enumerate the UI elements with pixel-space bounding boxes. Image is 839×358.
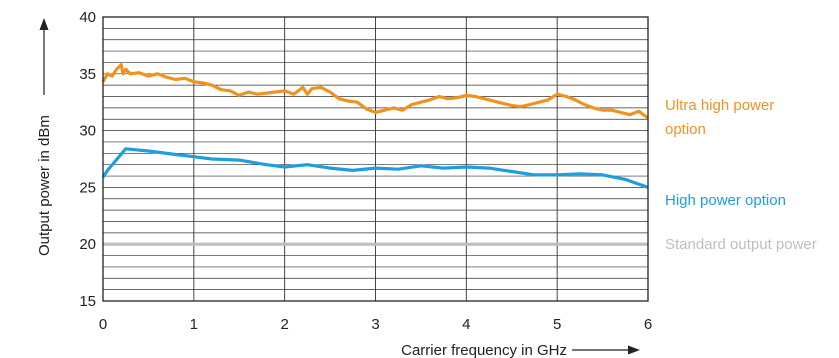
tick-labels: 0 1 2 3 4 5 6 15 20 25 30 35 40	[79, 9, 652, 333]
x-tick-label: 1	[190, 316, 198, 333]
x-axis-title: Carrier frequency in GHz	[401, 342, 567, 358]
y-axis-arrow-head	[39, 18, 49, 30]
x-tick-label: 4	[462, 316, 470, 333]
series-line-high-power-option	[101, 147, 649, 189]
series-layer	[101, 63, 649, 246]
x-tick-label: 5	[553, 316, 561, 333]
y-tick-label: 40	[79, 9, 96, 26]
series-label-ultra-high-power-option: Ultra high power	[665, 97, 774, 114]
series-labels: Ultra high power option High power option S…	[665, 97, 817, 253]
y-tick-label: 35	[79, 66, 96, 83]
grid	[103, 17, 648, 301]
series-line-ultra-high-power-option	[101, 63, 649, 120]
y-tick-label: 30	[79, 123, 96, 140]
y-tick-label: 15	[79, 293, 96, 310]
y-tick-label: 20	[79, 236, 96, 253]
series-label-standard-output-power: Standard output power	[665, 236, 817, 253]
x-axis-arrow-head	[628, 345, 640, 355]
series-label-high-power-option: High power option	[665, 192, 786, 209]
x-tick-label: 2	[280, 316, 288, 333]
y-axis-title: Output power in dBm	[36, 115, 53, 256]
x-axis-title-group: Carrier frequency in GHz	[401, 342, 640, 358]
y-tick-label: 25	[79, 179, 96, 196]
y-axis-title-group: Output power in dBm	[36, 18, 53, 256]
x-tick-label: 3	[371, 316, 379, 333]
x-tick-label: 6	[644, 316, 652, 333]
plot-frame	[102, 16, 649, 302]
series-label-ultra-high-power-option: option	[665, 121, 706, 138]
x-tick-label: 0	[99, 316, 107, 333]
